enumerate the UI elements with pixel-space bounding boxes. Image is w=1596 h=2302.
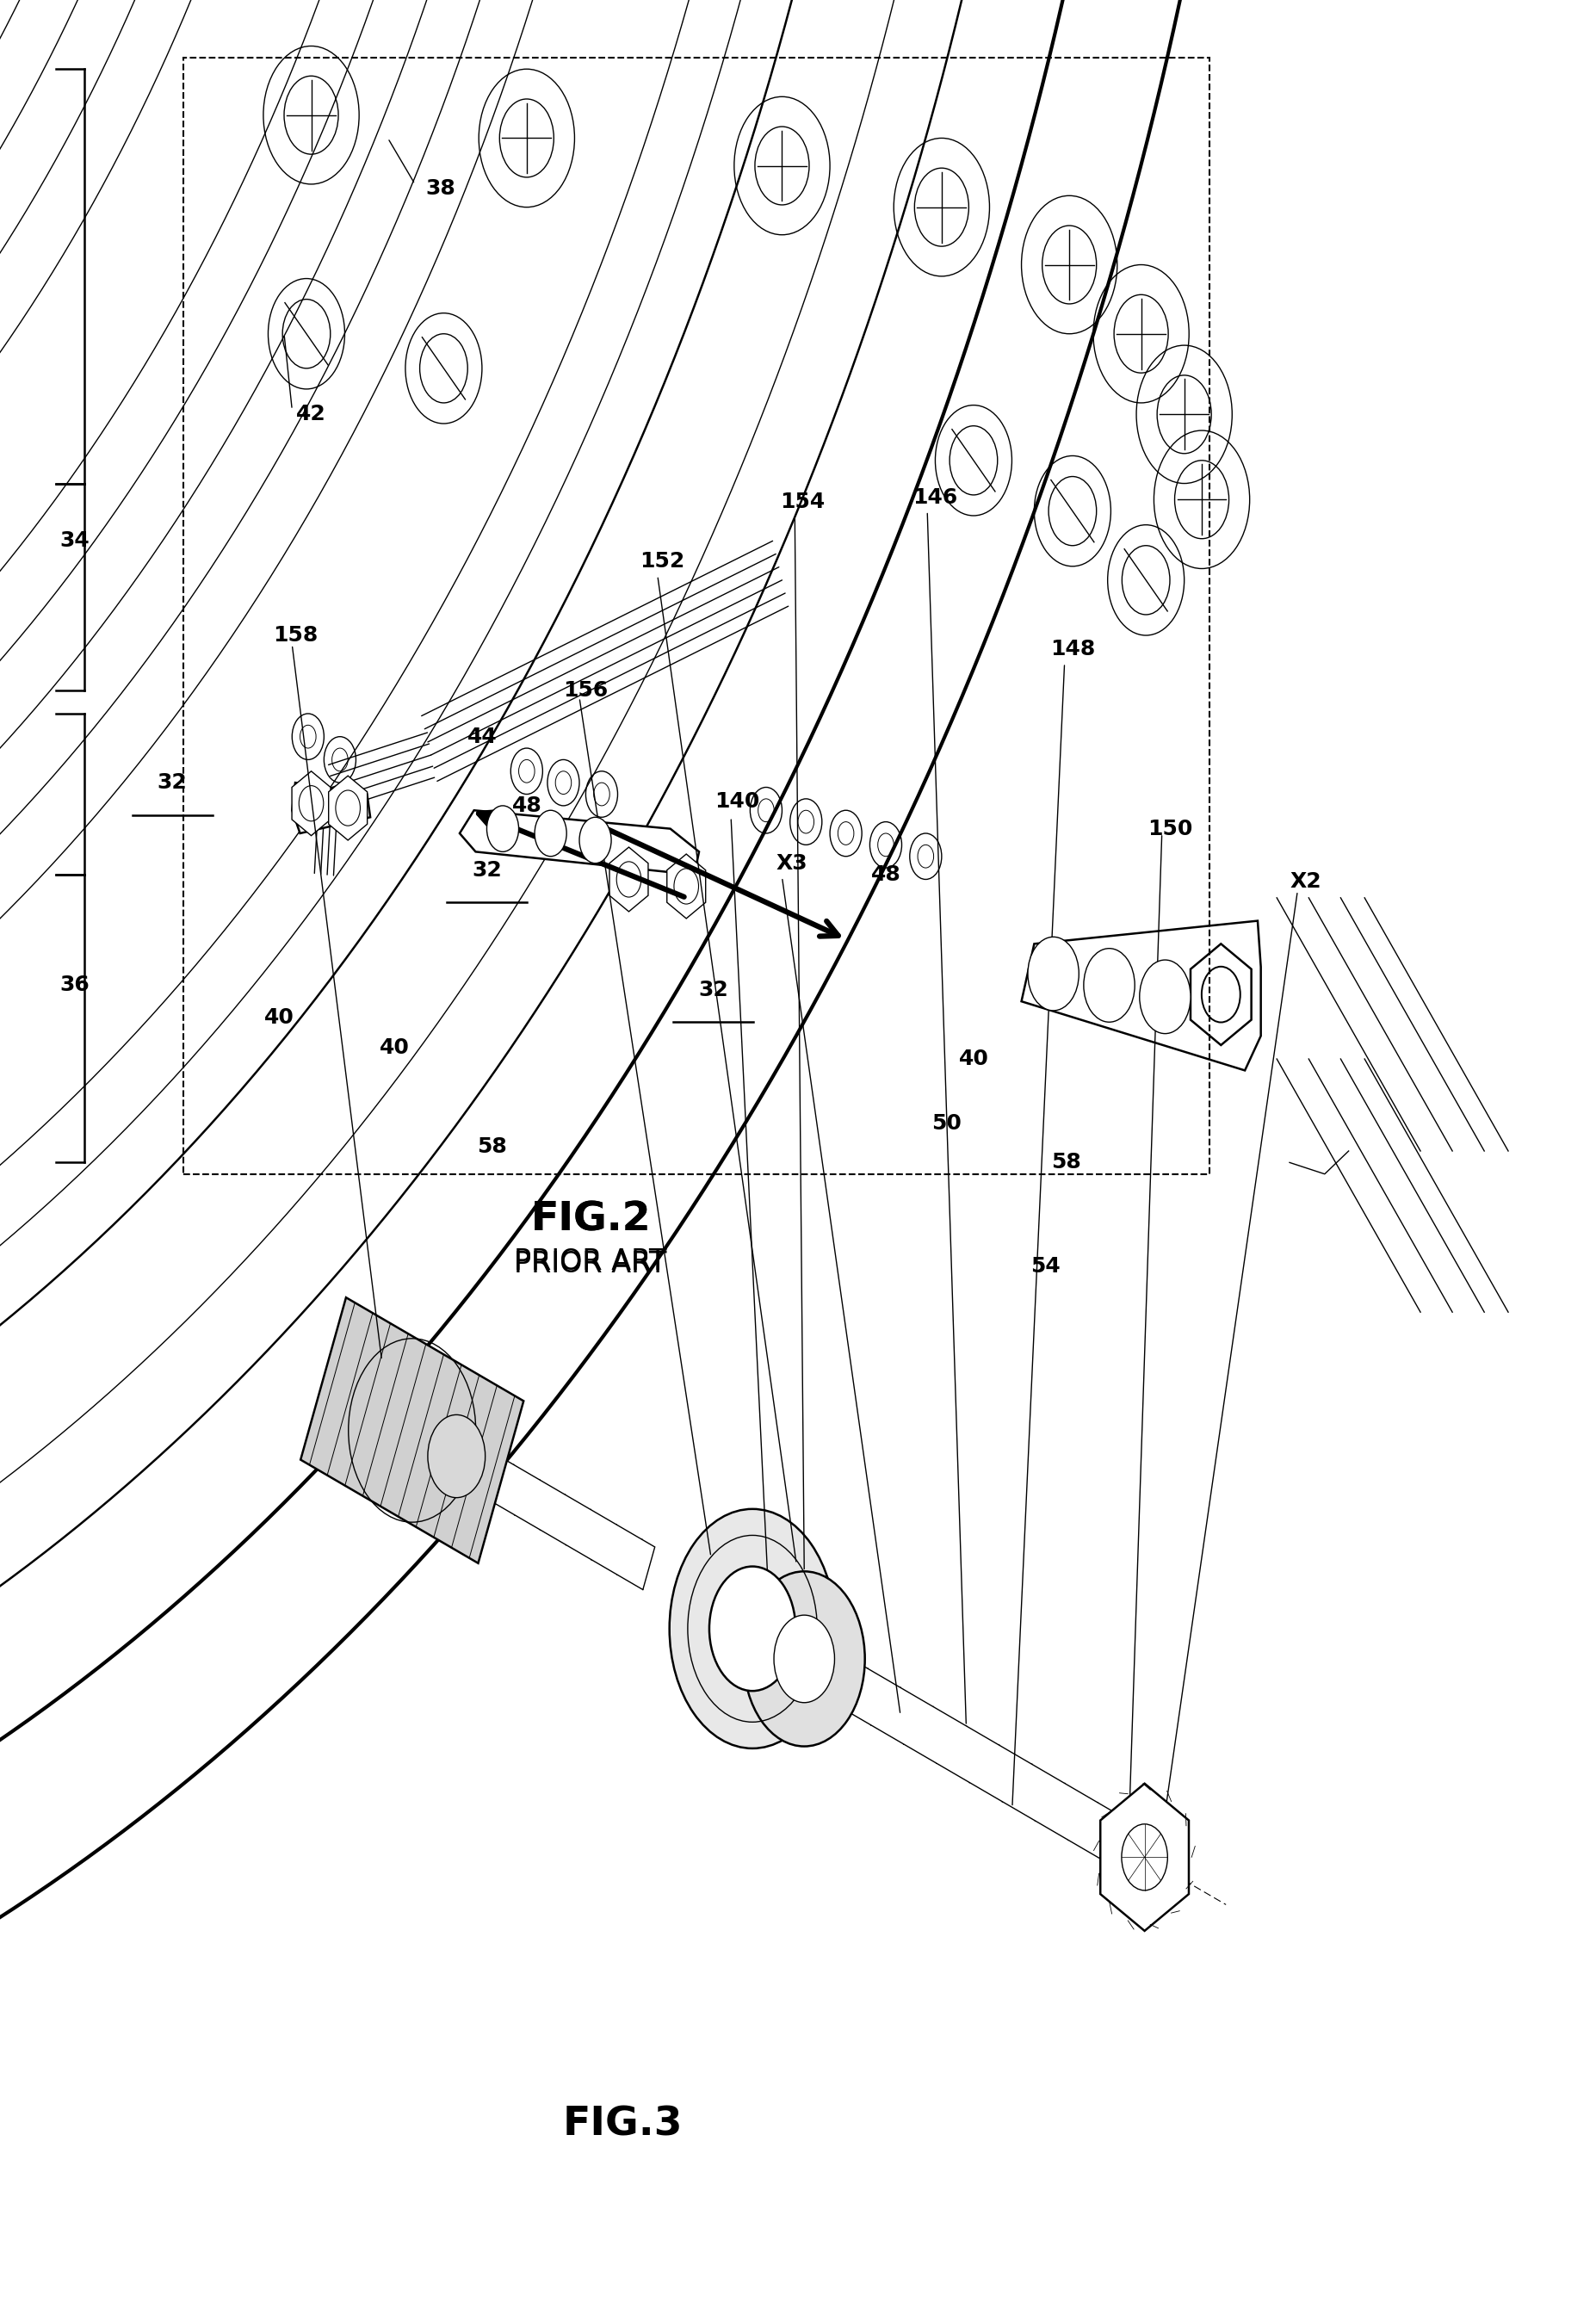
Polygon shape	[292, 771, 330, 836]
Text: X3: X3	[776, 854, 808, 872]
Circle shape	[870, 822, 902, 868]
Circle shape	[579, 817, 611, 863]
Text: 150: 150	[1148, 820, 1192, 838]
Text: 34: 34	[61, 532, 89, 550]
Circle shape	[910, 833, 942, 879]
Text: 38: 38	[426, 180, 455, 198]
Text: 48: 48	[871, 866, 900, 884]
Text: FIG.3: FIG.3	[562, 2106, 683, 2143]
Circle shape	[1122, 1823, 1168, 1890]
Circle shape	[830, 810, 862, 856]
Circle shape	[324, 737, 356, 783]
Text: 50: 50	[932, 1114, 961, 1133]
Text: X2: X2	[1290, 872, 1321, 891]
Polygon shape	[450, 1434, 654, 1591]
Circle shape	[292, 714, 324, 760]
Text: 44: 44	[468, 727, 496, 746]
Circle shape	[774, 1616, 835, 1703]
Polygon shape	[1021, 921, 1261, 1070]
Text: 32: 32	[699, 981, 728, 999]
Circle shape	[669, 1510, 835, 1750]
Circle shape	[547, 760, 579, 806]
Circle shape	[1028, 937, 1079, 1011]
Circle shape	[586, 771, 618, 817]
Polygon shape	[1191, 944, 1251, 1045]
Polygon shape	[667, 854, 705, 918]
Text: PRIOR ART: PRIOR ART	[514, 1248, 667, 1275]
Text: 54: 54	[1031, 1257, 1060, 1275]
Polygon shape	[1100, 1784, 1189, 1931]
Circle shape	[750, 787, 782, 833]
Polygon shape	[460, 810, 699, 875]
Text: 148: 148	[1050, 640, 1095, 658]
Circle shape	[1140, 960, 1191, 1034]
Polygon shape	[300, 1298, 523, 1563]
Text: 40: 40	[380, 1038, 409, 1057]
Polygon shape	[610, 847, 648, 912]
Text: FIG.2: FIG.2	[530, 1202, 651, 1238]
Polygon shape	[725, 1529, 825, 1731]
Circle shape	[535, 810, 567, 856]
Polygon shape	[804, 1639, 1114, 1860]
Text: 40: 40	[265, 1008, 294, 1027]
Text: FIG.2: FIG.2	[530, 1202, 651, 1238]
Circle shape	[428, 1416, 485, 1499]
Polygon shape	[329, 776, 367, 840]
Text: 146: 146	[913, 488, 958, 506]
Text: 58: 58	[1052, 1153, 1080, 1172]
Text: 40: 40	[959, 1050, 988, 1068]
Text: 42: 42	[297, 405, 326, 424]
Text: 32: 32	[158, 773, 187, 792]
Circle shape	[744, 1572, 865, 1747]
Text: 154: 154	[780, 493, 825, 511]
Text: 48: 48	[512, 796, 541, 815]
Circle shape	[1084, 948, 1135, 1022]
Text: 152: 152	[640, 552, 685, 571]
Bar	[184, 58, 1210, 1174]
Circle shape	[790, 799, 822, 845]
Circle shape	[511, 748, 543, 794]
Circle shape	[487, 806, 519, 852]
Text: 58: 58	[477, 1137, 506, 1156]
Text: 32: 32	[472, 861, 501, 879]
Text: PRIOR ART: PRIOR ART	[514, 1250, 667, 1278]
Text: 158: 158	[273, 626, 318, 645]
Text: 156: 156	[563, 681, 608, 700]
Circle shape	[709, 1565, 795, 1692]
Text: 140: 140	[715, 792, 760, 810]
Text: 36: 36	[61, 976, 89, 994]
Polygon shape	[292, 783, 370, 833]
